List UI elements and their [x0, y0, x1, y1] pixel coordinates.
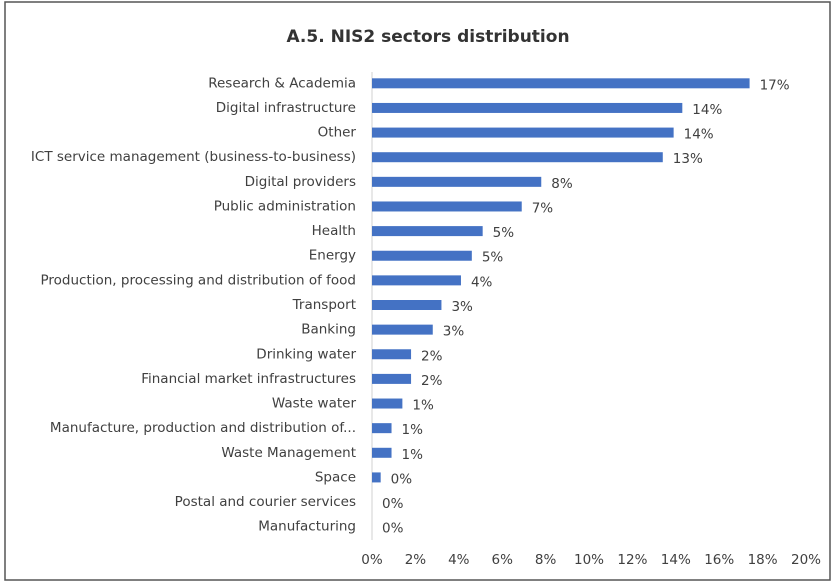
data-label: 1%	[412, 398, 434, 414]
data-label: 0%	[391, 471, 413, 487]
bar	[372, 275, 461, 286]
x-tick-label: 4%	[448, 552, 470, 568]
y-tick-label: Manufacturing	[258, 519, 356, 535]
y-tick-label: ICT service management (business-to-busi…	[31, 149, 356, 165]
bar	[372, 300, 442, 310]
data-label: 3%	[451, 299, 473, 315]
data-label: 0%	[382, 496, 404, 512]
data-label: 4%	[471, 274, 493, 290]
y-tick-label: Banking	[301, 322, 356, 338]
x-tick-label: 8%	[535, 552, 557, 568]
data-label: 5%	[482, 250, 504, 266]
x-tick-label: 6%	[491, 552, 513, 568]
bar	[372, 78, 750, 89]
bar	[372, 201, 522, 212]
bar	[372, 226, 483, 237]
bar	[372, 472, 381, 483]
x-tick-label: 18%	[748, 552, 778, 568]
bar	[372, 176, 542, 187]
bar	[372, 349, 412, 360]
data-label: 5%	[493, 225, 515, 241]
x-tick-label: 20%	[791, 552, 821, 568]
data-label: 13%	[673, 151, 703, 167]
y-tick-label: Other	[318, 125, 357, 141]
x-tick-label: 2%	[405, 552, 427, 568]
bar	[372, 398, 403, 409]
data-label: 2%	[421, 348, 443, 364]
y-tick-label: Waste water	[272, 396, 357, 412]
bar	[372, 152, 663, 163]
y-tick-label: Public administration	[214, 198, 356, 214]
x-tick-label: 14%	[661, 552, 691, 568]
bar	[372, 250, 472, 261]
bar	[372, 423, 392, 434]
y-tick-label: Digital providers	[245, 174, 356, 190]
data-label: 14%	[684, 127, 714, 143]
y-tick-label: Transport	[292, 297, 356, 313]
chart-border	[4, 1, 831, 581]
bar	[372, 102, 683, 113]
bar	[372, 127, 674, 138]
x-tick-label: 10%	[574, 552, 604, 568]
x-tick-label: 16%	[704, 552, 734, 568]
data-label: 8%	[551, 176, 573, 192]
y-tick-label: Postal and courier services	[175, 494, 356, 510]
data-label: 3%	[443, 324, 465, 340]
y-tick-label: Research & Academia	[208, 75, 356, 91]
data-label: 0%	[382, 521, 404, 537]
data-label: 1%	[402, 447, 424, 463]
y-tick-label: Manufacture, production and distribution…	[50, 420, 356, 436]
y-tick-label: Digital infrastructure	[216, 100, 356, 116]
y-tick-label: Production, processing and distribution …	[40, 272, 356, 288]
data-label: 2%	[421, 373, 443, 389]
x-tick-label: 12%	[617, 552, 647, 568]
y-tick-label: Waste Management	[221, 445, 356, 461]
data-label: 1%	[402, 422, 424, 438]
x-tick-label: 0%	[361, 552, 383, 568]
y-tick-label: Space	[315, 469, 356, 485]
data-label: 14%	[692, 102, 722, 118]
data-label: 17%	[760, 77, 790, 93]
data-label: 7%	[532, 200, 554, 216]
bar	[372, 373, 412, 384]
bar	[372, 324, 433, 335]
y-tick-label: Health	[312, 223, 356, 239]
y-tick-label: Drinking water	[256, 346, 356, 362]
y-tick-label: Energy	[309, 248, 356, 264]
chart-title: A.5. NIS2 sectors distribution	[286, 27, 569, 47]
y-tick-label: Financial market infrastructures	[141, 371, 356, 387]
bar	[372, 447, 392, 458]
